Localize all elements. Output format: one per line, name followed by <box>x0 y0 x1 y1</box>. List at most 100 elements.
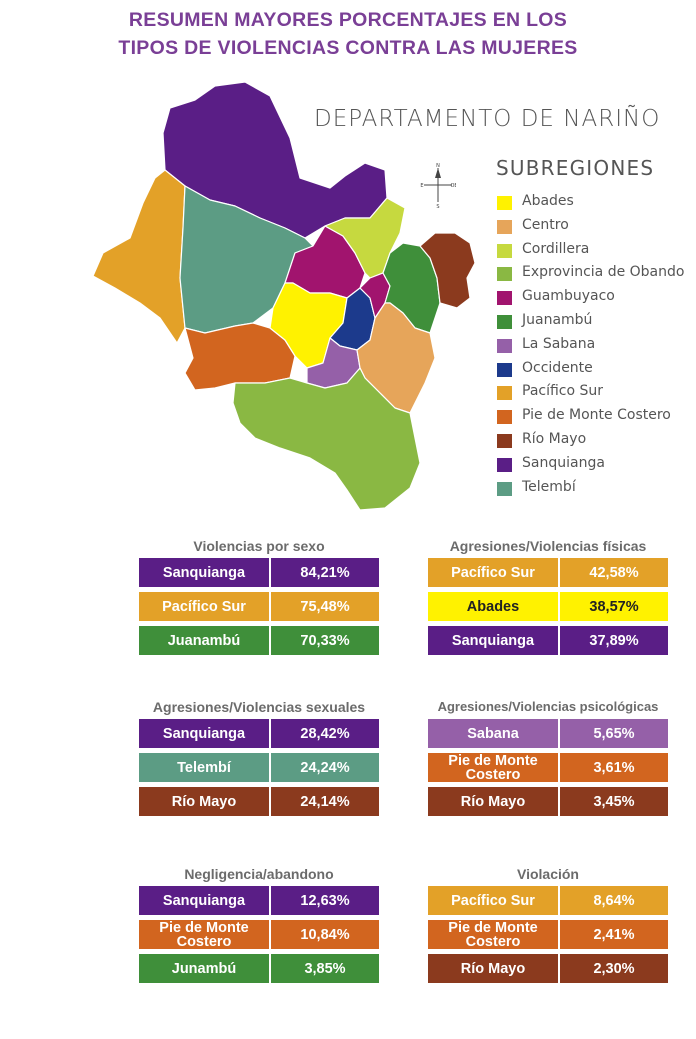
region-pacifico-sur <box>92 169 186 344</box>
table-row: Pacífico Sur 75,48% <box>138 591 380 622</box>
legend-swatch <box>497 338 512 353</box>
subregion-cell: Río Mayo <box>427 786 559 817</box>
subregion-cell: Sanquianga <box>138 718 270 749</box>
region-rio-mayo <box>419 232 476 309</box>
percentage-cell: 70,33% <box>270 625 380 656</box>
legend-swatch <box>497 196 512 210</box>
table-row: Telembí 24,24% <box>138 752 380 783</box>
legend-swatch <box>497 291 512 306</box>
compass-s: S <box>436 204 439 208</box>
table-violencias-fisicas: Agresiones/Violencias físicas Pacífico S… <box>427 535 669 656</box>
percentage-cell: 10,84% <box>270 919 380 950</box>
subregion-cell: Abades <box>427 591 559 622</box>
compass-rose-icon: N S E OE <box>420 163 456 208</box>
table-row: Sanquianga 37,89% <box>427 625 669 656</box>
percentage-cell: 3,45% <box>559 786 669 817</box>
percentage-cell: 75,48% <box>270 591 380 622</box>
page-title-line-1: RESUMEN MAYORES PORCENTAJES EN LOS <box>128 9 568 31</box>
legend-label: Sanquianga <box>522 454 605 471</box>
percentage-cell: 38,57% <box>559 591 669 622</box>
legend-label: Pie de Monte Costero <box>522 407 671 424</box>
table-violencias-por-sexo: Violencias por sexo Sanquianga 84,21% Pací… <box>138 535 380 656</box>
table-negligencia-abandono: Negligencia/abandono Sanquianga 12,63% Pie… <box>138 863 380 984</box>
legend-swatch <box>497 267 512 282</box>
table-row: Pie de Monte Costero 2,41% <box>427 919 669 950</box>
compass-n: N <box>436 163 440 169</box>
table-title: Agresiones/Violencias físicas <box>449 538 647 554</box>
legend-swatch <box>497 314 512 329</box>
legend-label: La Sabana <box>522 335 596 352</box>
legend-swatch <box>497 410 512 425</box>
subregion-cell: Juanambú <box>138 625 270 656</box>
subregion-cell: Sanquianga <box>427 625 559 656</box>
table-row: Sabana 5,65% <box>427 718 669 749</box>
legend-swatch <box>497 386 512 401</box>
legend-label: Río Mayo <box>522 430 587 447</box>
compass-e: E <box>420 183 423 189</box>
subregion-cell: Pie de Monte Costero <box>427 919 559 950</box>
table-row: Junambú 3,85% <box>138 953 380 984</box>
table-row: Río Mayo 3,45% <box>427 786 669 817</box>
legend-label: Occidente <box>522 359 593 376</box>
legend-title: SUBREGIONES <box>496 156 655 180</box>
subregion-cell: Pacífico Sur <box>427 557 559 588</box>
table-title: Negligencia/abandono <box>184 866 334 882</box>
legend-swatch <box>497 433 512 448</box>
table-violencias-psicologicas: Agresiones/Violencias psicológicas Saban… <box>427 696 669 817</box>
table-violencias-sexuales: Agresiones/Violencias sexuales Sanquiang… <box>138 696 380 817</box>
percentage-cell: 2,30% <box>559 953 669 984</box>
subregion-cell: Río Mayo <box>138 786 270 817</box>
table-row: Juanambú 70,33% <box>138 625 380 656</box>
legend-label: Centro <box>522 216 569 233</box>
subregion-cell: Sabana <box>427 718 559 749</box>
subregion-cell: Río Mayo <box>427 953 559 984</box>
table-row: Pacífico Sur 42,58% <box>427 557 669 588</box>
table-row: Río Mayo 2,30% <box>427 953 669 984</box>
subregion-cell: Pie de Monte Costero <box>427 752 559 783</box>
percentage-cell: 5,65% <box>559 718 669 749</box>
subregion-cell: Junambú <box>138 953 270 984</box>
legend-swatch <box>497 219 512 234</box>
percentage-cell: 2,41% <box>559 919 669 950</box>
table-violacion: Violación Pacífico Sur 8,64% Pie de Monte … <box>427 863 669 984</box>
legend-label: Telembí <box>522 478 576 495</box>
percentage-cell: 24,14% <box>270 786 380 817</box>
percentage-cell: 3,85% <box>270 953 380 984</box>
percentage-cell: 84,21% <box>270 557 380 588</box>
percentage-cell: 3,61% <box>559 752 669 783</box>
table-row: Pie de Monte Costero 3,61% <box>427 752 669 783</box>
legend-label: Guambuyaco <box>522 288 615 305</box>
subregion-cell: Pie de Monte Costero <box>138 919 270 950</box>
table-title: Violación <box>517 866 579 882</box>
subregion-cell: Telembí <box>138 752 270 783</box>
percentage-cell: 8,64% <box>559 885 669 916</box>
department-name: DEPARTAMENTO DE NARIÑO <box>314 106 661 132</box>
legend-label: Cordillera <box>522 240 590 257</box>
table-title: Agresiones/Violencias sexuales <box>152 699 366 715</box>
subregion-cell: Pacífico Sur <box>138 591 270 622</box>
table-row: Pie de Monte Costero 10,84% <box>138 919 380 950</box>
legend-label: Abades <box>522 193 574 209</box>
table-row: Abades 38,57% <box>427 591 669 622</box>
subregion-cell: Sanquianga <box>138 557 270 588</box>
table-title: Violencias por sexo <box>193 538 325 554</box>
subregion-cell: Pacífico Sur <box>427 885 559 916</box>
percentage-cell: 24,24% <box>270 752 380 783</box>
percentage-cell: 37,89% <box>559 625 669 656</box>
table-title: Agresiones/Violencias psicológicas <box>437 699 659 714</box>
percentage-cell: 12,63% <box>270 885 380 916</box>
region-exprovincia-de-obando <box>232 367 421 511</box>
table-row: Sanquianga 84,21% <box>138 557 380 588</box>
legend-label: Juanambú <box>522 311 593 328</box>
legend-swatch <box>497 362 512 377</box>
percentage-cell: 42,58% <box>559 557 669 588</box>
legend-swatch <box>497 457 512 472</box>
legend-swatch <box>497 481 512 496</box>
narino-subregions-map <box>92 81 476 511</box>
legend-swatch <box>497 243 512 258</box>
table-row: Sanquianga 12,63% <box>138 885 380 916</box>
table-row: Pacífico Sur 8,64% <box>427 885 669 916</box>
legend-label: Pacífico Sur <box>522 383 604 400</box>
table-row: Sanquianga 28,42% <box>138 718 380 749</box>
percentage-cell: 28,42% <box>270 718 380 749</box>
